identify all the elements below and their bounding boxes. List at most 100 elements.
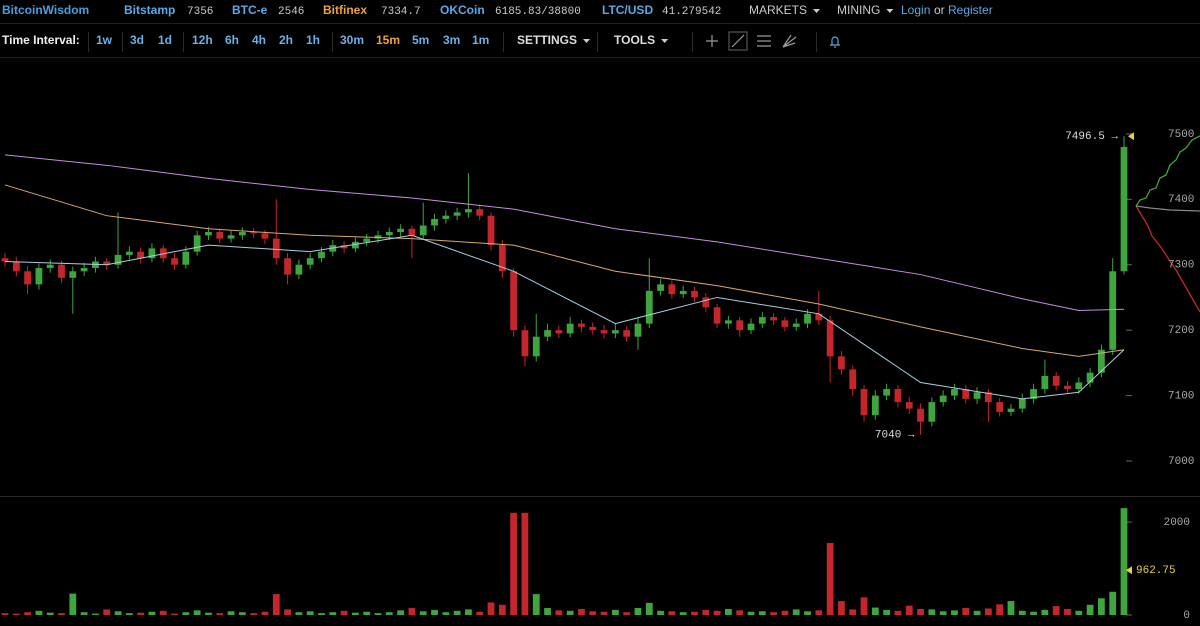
interval-button[interactable]: 4h — [252, 33, 266, 47]
menu[interactable]: MINING — [837, 3, 880, 17]
interval-button[interactable]: 5m — [412, 33, 429, 47]
line-tool-box[interactable] — [728, 31, 748, 51]
candle-body — [1075, 382, 1083, 390]
volume-bar — [928, 609, 936, 615]
volume-bar — [272, 594, 280, 615]
candle-body — [125, 251, 133, 255]
candle-body — [962, 389, 970, 399]
volume-bar — [532, 594, 540, 615]
crosshair-icon[interactable] — [706, 35, 718, 47]
volume-bar — [261, 611, 269, 615]
interval-button[interactable]: 6h — [225, 33, 239, 47]
candle-body — [24, 271, 31, 285]
candle-body — [792, 323, 800, 327]
volume-bar — [193, 610, 201, 615]
volume-bar — [1041, 609, 1049, 615]
candle-body — [442, 215, 450, 219]
volume-bar — [1018, 610, 1026, 615]
volume-bar — [951, 610, 958, 615]
candle-body — [80, 268, 88, 272]
candle-body — [1018, 398, 1026, 409]
ticker-name[interactable]: BTC-e — [232, 3, 268, 17]
candle-body — [1030, 389, 1037, 399]
volume-bar — [1030, 611, 1037, 615]
candle-body — [250, 232, 258, 234]
interval-button[interactable]: 1d — [158, 33, 172, 47]
candle-body — [419, 225, 427, 236]
interval-button[interactable]: 1w — [96, 33, 113, 47]
candle-body — [555, 330, 563, 334]
interval-button[interactable]: 2h — [279, 33, 293, 47]
tool-icons[interactable] — [706, 31, 840, 51]
brand[interactable]: BitcoinWisdom — [2, 3, 89, 17]
interval-button[interactable]: 3m — [443, 33, 460, 47]
candle-body — [238, 232, 246, 236]
candle-body — [114, 254, 122, 265]
volume-bar — [374, 613, 382, 615]
fib-icon[interactable] — [757, 35, 771, 47]
interval-button[interactable]: 30m — [340, 33, 364, 47]
ticker-price: 7356 — [187, 6, 213, 18]
fan-icon[interactable] — [782, 34, 797, 48]
ticker-name[interactable]: OKCoin — [440, 3, 485, 17]
volume-bar — [1120, 508, 1128, 615]
interval-button[interactable]: 1m — [472, 33, 489, 47]
login-link[interactable]: Login — [901, 3, 930, 17]
interval-button[interactable]: 12h — [192, 33, 213, 47]
candle-body — [804, 313, 811, 324]
toolbar-menu[interactable]: TOOLS — [614, 33, 655, 47]
ticker-name[interactable]: LTC/USD — [602, 3, 653, 17]
candle-body — [498, 245, 506, 272]
candle-body — [532, 336, 540, 357]
volume-bar — [792, 609, 800, 615]
ticker-name[interactable]: Bitfinex — [323, 3, 367, 17]
candle-body — [589, 326, 597, 331]
candle-body — [182, 251, 190, 265]
candle-body — [770, 317, 777, 321]
volume-bar — [758, 611, 766, 615]
ticker-name[interactable]: Bitstamp — [124, 3, 175, 17]
volume-bar — [1075, 610, 1083, 615]
candle-body — [487, 215, 495, 246]
moving-average — [4, 184, 1125, 357]
volume-bar — [125, 613, 133, 615]
interval-button[interactable]: 1h — [306, 33, 320, 47]
price-annotation: 7496.5 → — [1065, 131, 1118, 143]
menu[interactable]: MARKETS — [749, 3, 807, 17]
candle-body — [1007, 408, 1015, 412]
candle-body — [623, 330, 631, 337]
dropdown-caret — [813, 9, 821, 13]
or-text: or — [934, 3, 945, 17]
register-link[interactable]: Register — [948, 3, 993, 17]
candle-body — [137, 251, 145, 259]
moving-average — [4, 154, 1125, 312]
volume-bar — [80, 612, 88, 615]
bid-depth — [1135, 135, 1200, 207]
volume-bar — [1064, 608, 1071, 615]
candle-body — [510, 271, 518, 331]
volume-bar — [702, 609, 710, 615]
toolbar-menu[interactable]: SETTINGS — [517, 33, 577, 47]
dropdown-caret — [583, 39, 591, 43]
volume-bar — [1098, 598, 1105, 615]
interval-button[interactable]: 15m — [376, 33, 400, 47]
volume-bar — [984, 608, 992, 615]
candle-body — [193, 235, 201, 252]
line-icon[interactable] — [731, 34, 745, 48]
volume-tick-label: 2000 — [1164, 517, 1190, 529]
candle-body — [894, 389, 902, 403]
candle-body — [578, 323, 585, 327]
candle-body — [1109, 271, 1117, 350]
alert-icon[interactable] — [830, 36, 840, 48]
volume-bar — [657, 610, 664, 615]
interval-button[interactable]: 3d — [130, 33, 144, 47]
candle-body — [453, 212, 461, 216]
candle-body — [284, 258, 291, 275]
y-tick-label: 7100 — [1168, 390, 1194, 402]
candle-body — [951, 389, 958, 396]
candle-body — [58, 264, 65, 278]
depth-mid — [1135, 205, 1200, 212]
candle-body — [352, 241, 359, 249]
candle-body — [679, 290, 687, 295]
